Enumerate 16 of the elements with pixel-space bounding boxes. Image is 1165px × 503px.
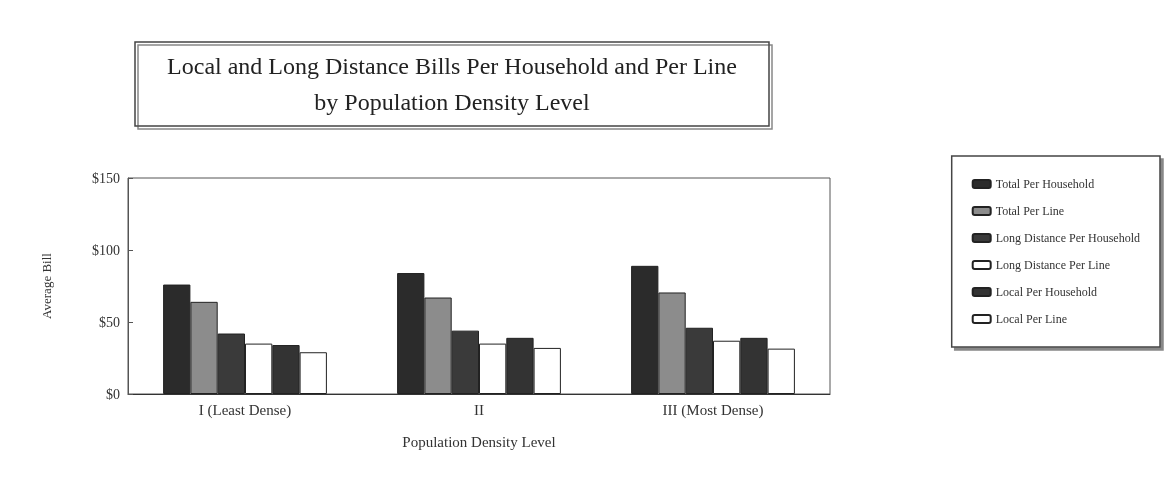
legend-label: Local Per Household [995,285,1098,299]
legend-label: Long Distance Per Line [995,258,1111,272]
y-tick-label: $50 [99,314,120,330]
chart-title: Local and Long Distance Bills Per Household and Per Line by Population Density Level [167,53,737,115]
y-tick-label: $0 [106,386,120,402]
y-axis-title: Average Bill [39,252,54,319]
y-tick-label: $100 [92,242,120,258]
legend-label: Long Distance Per Household [995,231,1141,245]
x-tick-label: III (Most Dense) [662,401,764,419]
y-tick-label: $150 [92,170,120,186]
legend-label: Total Per Household [995,177,1095,191]
legend-label: Total Per Line [995,204,1065,218]
legend-label: Local Per Line [995,312,1068,326]
x-tick-label: I (Least Dense) [198,401,292,419]
x-tick-label: II [474,401,484,418]
x-axis-title: Population Density Level [402,433,556,450]
